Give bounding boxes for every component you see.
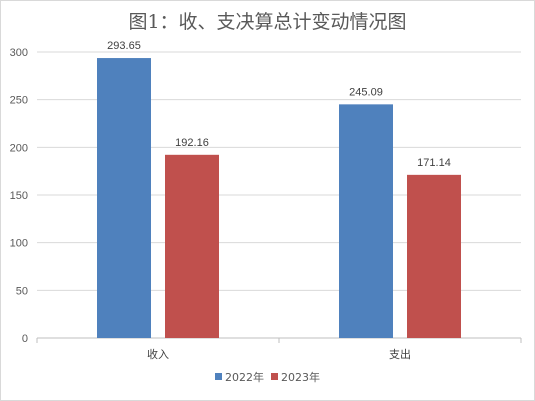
data-label: 293.65 [107, 40, 141, 52]
legend: 2022年 2023年 [215, 370, 320, 384]
y-tick-label: 200 [10, 142, 28, 154]
y-tick-label: 50 [16, 285, 28, 297]
legend-swatch [271, 373, 278, 380]
bars [97, 58, 461, 339]
bar [97, 58, 151, 339]
bar [339, 104, 393, 338]
x-axis: 收入 支出 [36, 338, 522, 361]
bar [407, 174, 461, 338]
x-tick-label: 收入 [147, 347, 169, 361]
data-label: 192.16 [175, 137, 209, 149]
legend-label: 2022年 [225, 370, 264, 384]
data-label: 171.14 [417, 157, 451, 169]
data-label: 245.09 [349, 86, 383, 98]
legend-label: 2023年 [281, 370, 320, 384]
x-tick-label: 支出 [389, 347, 411, 361]
y-axis: 0 50 100 150 200 250 300 [10, 47, 28, 345]
y-tick-label: 300 [10, 47, 28, 59]
legend-swatch [215, 373, 222, 380]
y-tick-label: 150 [10, 190, 28, 202]
chart-title: 图1：收、支决算总计变动情况图 [128, 11, 407, 33]
y-tick-label: 250 [10, 95, 28, 107]
data-labels: 293.65 192.16 245.09 171.14 [107, 40, 451, 169]
bar [165, 154, 219, 338]
y-tick-label: 100 [10, 238, 28, 250]
y-tick-label: 0 [22, 333, 28, 345]
